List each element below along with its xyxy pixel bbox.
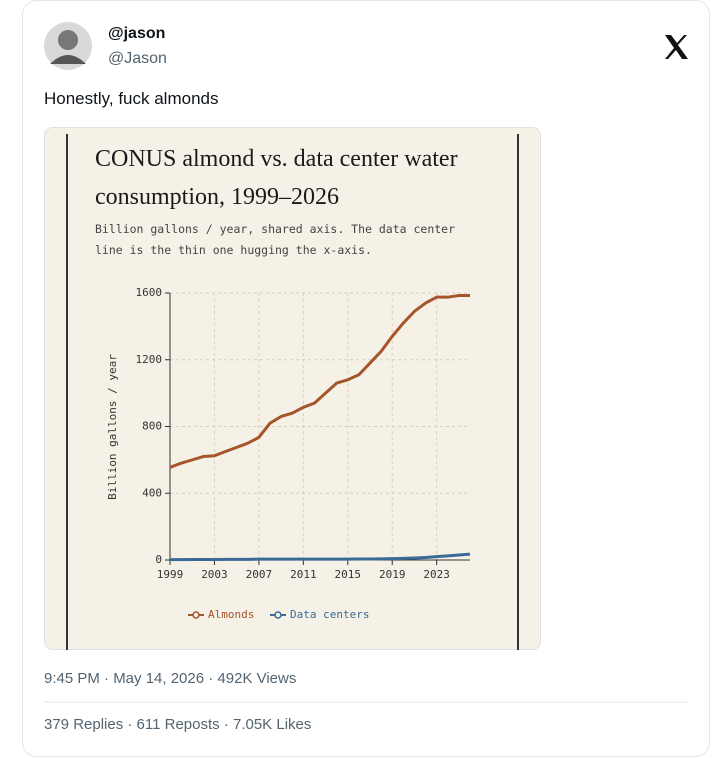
tweet-text: Honestly, fuck almonds: [44, 89, 219, 108]
chart-subtitle: Billion gallons / year, shared axis. The…: [95, 222, 456, 257]
y-tick-label: 1600: [136, 286, 163, 299]
tweet-stats[interactable]: 379 Replies · 611 Reposts · 7.05K Likes: [44, 716, 312, 733]
data-line: [170, 552, 471, 562]
x-logo[interactable]: [665, 35, 688, 59]
chart-title: CONUS almond vs. data center water consu…: [95, 146, 458, 210]
avatar[interactable]: [44, 22, 92, 70]
legend-label: Almonds: [208, 608, 254, 621]
x-tick-label: 1999: [157, 568, 184, 581]
tweet-meta: 9:45 PM · May 14, 2026 · 492K Views: [44, 670, 297, 687]
legend-marker: [192, 611, 200, 619]
data-line: [169, 294, 470, 469]
y-tick-label: 800: [142, 420, 162, 433]
x-tick-label: 2007: [246, 568, 273, 581]
y-tick-label: 400: [142, 486, 162, 499]
y-tick-label: 1200: [136, 353, 163, 366]
x-tick-label: 2019: [379, 568, 406, 581]
legend-label: Data centers: [290, 608, 369, 621]
legend-marker: [274, 611, 282, 619]
handle[interactable]: @Jason: [108, 50, 167, 67]
display-name[interactable]: @jason: [108, 25, 166, 42]
x-tick-label: 2023: [423, 568, 450, 581]
y-axis-label: Billion gallons / year: [106, 354, 119, 500]
x-tick-label: 2011: [290, 568, 317, 581]
chart-image[interactable]: [44, 127, 541, 650]
x-tick-label: 2015: [335, 568, 362, 581]
y-tick-label: 0: [155, 553, 162, 566]
x-tick-label: 2003: [201, 568, 228, 581]
